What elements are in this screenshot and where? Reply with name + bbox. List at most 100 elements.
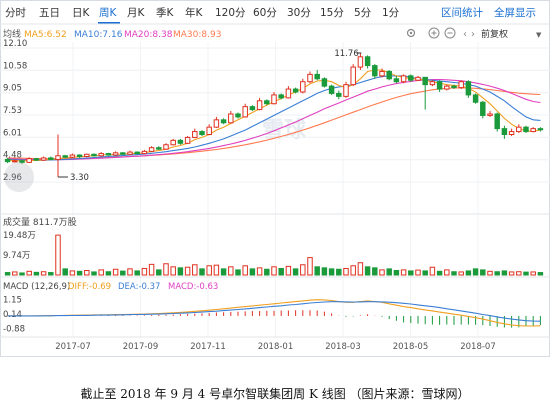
chevron-down-icon[interactable]: ▼ [536,31,542,39]
price-tick: 9.05 [3,84,22,94]
candle-body [184,136,191,144]
candle [184,135,191,145]
scroll-left-icon[interactable]: ‹ [463,29,467,40]
ma-legend-item: MA5:6.52 [24,30,67,40]
tab-月K[interactable]: 月K [127,7,145,19]
tab-分时[interactable]: 分时 [5,7,26,19]
tab-周K[interactable]: 周K [98,7,120,24]
volume-bar [127,268,133,276]
candle [213,116,220,128]
candle [170,138,176,146]
candle-body [400,75,407,83]
volume-bar [33,271,40,276]
tab-label: 日K [72,7,90,19]
tab-年K[interactable]: 年K [185,6,203,19]
candle-body [480,101,486,116]
ma-legend-item: MA20:8.38 [124,30,173,40]
candle [33,157,40,161]
macd-legend-item: DEA:-0.37 [118,282,160,292]
volume-bar [19,272,25,276]
tab-120分[interactable]: 120分 [215,7,246,19]
candle [357,52,364,70]
candle [256,97,263,111]
candle-body [508,131,515,135]
candle [487,111,493,117]
settings-icon[interactable] [406,28,416,38]
volume-bar [184,266,191,276]
candle [62,155,68,158]
candle [141,149,148,155]
price-tick: 2.96 [3,173,22,183]
candle-body [300,81,306,93]
tab-15分[interactable]: 15分 [320,7,344,19]
range-stats-button[interactable]: 区间统计 [441,6,483,19]
tab-label: 120分 [215,7,246,19]
candle-body [523,126,529,133]
candle-body [228,113,234,124]
volume-bar [220,268,227,276]
candle [26,157,32,164]
macd-legend-item: DIFF:-0.69 [68,282,111,292]
candle [422,76,428,110]
zoom-in-icon[interactable] [428,27,440,39]
candle [278,93,284,100]
candle [336,90,342,100]
candle [458,80,464,90]
candle-body [48,157,54,160]
watermark-logo: 雪球 [262,118,307,143]
candle [206,124,212,136]
tab-label: 15分 [320,7,344,19]
candle [292,87,299,94]
candle-body [62,155,68,158]
volume-bar [264,268,270,276]
candle-body [386,70,392,80]
tab-五日[interactable]: 五日 [39,7,60,19]
candle [343,81,349,98]
candle [271,91,277,105]
candle [112,151,119,156]
volume-bar [242,265,248,276]
scroll-right-icon[interactable]: › [471,29,475,40]
candle-body [321,78,328,87]
volume-bar [343,267,349,276]
high-price-label: 11.76 [334,49,358,59]
tab-日K[interactable]: 日K [72,7,90,19]
candle-body [141,150,148,155]
zoom-out-icon[interactable] [444,27,456,39]
candle [76,154,83,158]
candle-body [516,126,522,133]
candle-body [235,113,241,118]
fullscreen-button[interactable]: 全屏显示 [494,6,536,19]
candle-body [264,100,270,105]
tab-5分[interactable]: 5分 [354,7,372,19]
candle-body [487,113,493,116]
volume-bar [91,271,97,276]
candle-body [343,84,349,97]
price-tick: 10.58 [3,61,27,71]
candle [69,153,76,158]
candle [494,112,500,132]
candle [436,80,443,92]
tab-30分[interactable]: 30分 [287,7,311,19]
tab-label: 1分 [382,7,400,19]
adjust-type-select[interactable]: 前复权 [481,28,508,40]
volume-bar [76,270,83,276]
candle-body [177,139,184,144]
volume-bar [314,266,320,276]
candle-body [170,139,176,146]
volume-bar [307,257,313,276]
volume-bar [530,271,536,276]
tab-60分[interactable]: 60分 [253,7,277,19]
candle [12,159,18,163]
volume-bar [199,268,205,276]
candle [386,69,392,81]
candle-body [242,106,248,118]
candle-body [357,56,364,68]
tab-1分[interactable]: 1分 [382,7,400,19]
period-toolbar: 分时 五日 日K 周K 月K 季K 年K 120分 60分 30分 15分 5分 1分 [5,6,400,24]
candle [220,118,227,125]
x-axis-label: 2017-07 [55,342,91,352]
volume-axis-ticks: 19.48万 9.74万 [3,231,36,261]
tab-季K[interactable]: 季K [156,7,174,19]
candle [537,127,544,132]
